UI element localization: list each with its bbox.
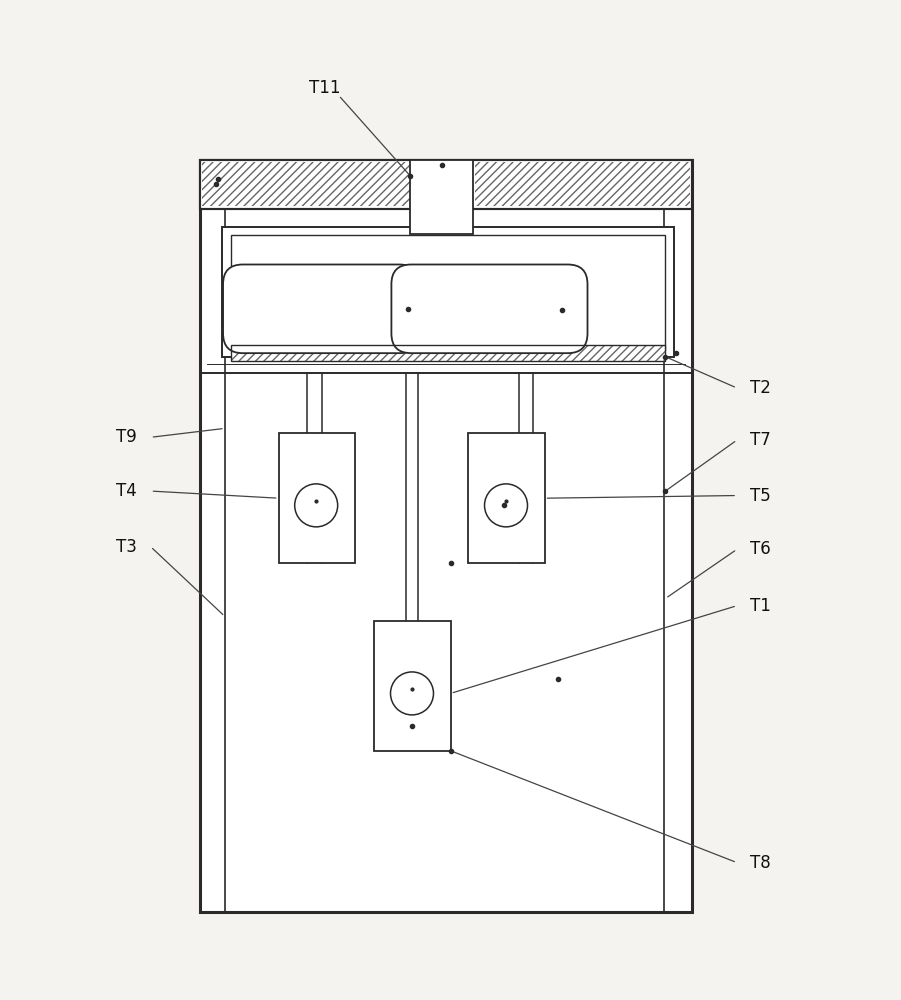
Text: T7: T7 bbox=[751, 431, 771, 449]
Text: T1: T1 bbox=[751, 597, 771, 615]
Text: T8: T8 bbox=[751, 854, 771, 872]
Circle shape bbox=[390, 672, 433, 715]
Bar bbox=[469, 433, 544, 563]
Circle shape bbox=[295, 484, 338, 527]
Bar bbox=[232, 345, 666, 361]
Text: T5: T5 bbox=[751, 487, 771, 505]
Text: T6: T6 bbox=[751, 540, 771, 558]
Text: T2: T2 bbox=[751, 379, 771, 397]
Bar bbox=[410, 160, 473, 234]
FancyBboxPatch shape bbox=[391, 264, 587, 353]
Bar bbox=[375, 621, 450, 751]
Bar bbox=[200, 160, 692, 209]
Bar bbox=[232, 235, 666, 350]
Bar bbox=[200, 160, 692, 912]
Text: T3: T3 bbox=[116, 538, 137, 556]
Text: T4: T4 bbox=[116, 482, 137, 500]
Text: T11: T11 bbox=[309, 79, 341, 97]
Bar bbox=[475, 162, 689, 206]
Bar bbox=[200, 160, 692, 209]
FancyBboxPatch shape bbox=[223, 264, 419, 353]
Bar bbox=[203, 162, 410, 206]
Bar bbox=[232, 345, 666, 361]
Circle shape bbox=[485, 484, 527, 527]
Bar bbox=[223, 227, 674, 357]
Text: T9: T9 bbox=[116, 428, 137, 446]
Bar bbox=[278, 433, 355, 563]
